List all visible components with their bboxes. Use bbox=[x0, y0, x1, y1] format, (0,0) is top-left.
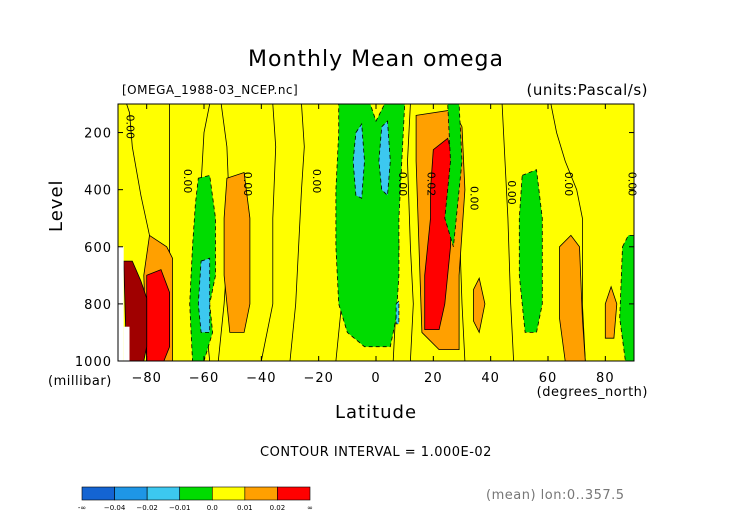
contour-value-label: 0.00 bbox=[396, 172, 409, 197]
colorbar-label: 0.0 bbox=[207, 504, 218, 512]
contour-interval-label: CONTOUR INTERVAL = 1.000E-02 bbox=[260, 445, 492, 460]
contour-region bbox=[473, 277, 486, 334]
contour-region bbox=[197, 257, 211, 333]
contour-region bbox=[146, 269, 171, 361]
colorbar: -∞ −0.04 −0.02 −0.01 0.0 0.01 0.02 ∞ bbox=[78, 486, 313, 512]
contour-labels: 0.00 0.00 0.00 0.00 0.00 0.02 0.00 0.00 0.00 0.00 bbox=[124, 115, 639, 211]
colorbar-swatch bbox=[146, 486, 181, 501]
x-tick-label: 80 bbox=[596, 371, 615, 386]
x-axis-units: (degrees_north) bbox=[536, 385, 648, 400]
chart-title: Monthly Mean omega bbox=[248, 47, 504, 72]
contour-region bbox=[395, 300, 400, 325]
colorbar-label: −0.02 bbox=[136, 504, 157, 512]
x-axis-label: Latitude bbox=[334, 402, 418, 423]
file-label: [OMEGA_1988-03_NCEP.nc] bbox=[122, 83, 299, 97]
y-tick-label: 600 bbox=[84, 241, 112, 256]
contour-region bbox=[378, 120, 391, 197]
y-tick-label: 1000 bbox=[75, 355, 112, 370]
colorbar-label: ∞ bbox=[307, 504, 313, 512]
y-tick-label: 400 bbox=[84, 184, 112, 199]
contour-value-label: 0.00 bbox=[468, 186, 481, 211]
x-tick-label: 0 bbox=[371, 371, 380, 386]
x-tick-label: −20 bbox=[303, 371, 333, 386]
contour-value-label: 0.00 bbox=[625, 172, 638, 197]
colorbar-swatch bbox=[81, 486, 115, 501]
contour-fills bbox=[118, 104, 634, 361]
contour-value-label: 0.00 bbox=[181, 169, 194, 194]
missing-data-region bbox=[123, 326, 130, 361]
x-tick-label: −40 bbox=[246, 371, 276, 386]
x-tick-label: −80 bbox=[131, 371, 161, 386]
colorbar-label: -∞ bbox=[78, 504, 86, 512]
colorbar-swatch bbox=[277, 486, 311, 501]
mean-label: (mean) lon:0..357.5 bbox=[486, 488, 625, 503]
contour-region bbox=[559, 234, 586, 361]
colorbar-label: −0.04 bbox=[104, 504, 126, 512]
colorbar-swatch bbox=[244, 486, 278, 501]
contour-region bbox=[619, 234, 634, 361]
colorbar-label: −0.01 bbox=[169, 504, 190, 512]
colorbar-swatch bbox=[114, 486, 148, 501]
contour-region bbox=[223, 171, 251, 333]
units-label: (units:Pascal/s) bbox=[526, 81, 648, 99]
contour-value-label: 0.00 bbox=[241, 172, 254, 197]
x-tick-label: 40 bbox=[481, 371, 500, 386]
contour-value-label: 0.00 bbox=[562, 172, 575, 197]
contour-layer bbox=[118, 104, 634, 361]
colorbar-swatch bbox=[179, 486, 213, 501]
y-tick-label: 800 bbox=[84, 298, 112, 313]
contour-value-label: 0.00 bbox=[310, 169, 323, 194]
colorbar-label: 0.01 bbox=[237, 504, 253, 512]
contour-value-label: 0.00 bbox=[505, 180, 518, 205]
contour-value-label: 0.02 bbox=[425, 172, 438, 197]
contour-value-label: 0.00 bbox=[124, 115, 137, 140]
x-tick-label: 20 bbox=[424, 371, 443, 386]
contour-region bbox=[335, 104, 406, 348]
colorbar-label: 0.02 bbox=[270, 504, 286, 512]
y-tick-label: 200 bbox=[84, 127, 112, 142]
contour-region bbox=[604, 285, 618, 339]
x-tick-label: 60 bbox=[539, 371, 558, 386]
contour-region bbox=[518, 169, 543, 333]
x-tick-label: −60 bbox=[189, 371, 219, 386]
contour-region bbox=[352, 122, 365, 199]
contour-region bbox=[444, 104, 463, 247]
y-axis-units: (millibar) bbox=[48, 374, 112, 389]
colorbar-swatch bbox=[211, 486, 246, 501]
axes: −80 −60 −40 −20 0 20 40 60 80 200 400 600 800 1000 bbox=[75, 103, 635, 386]
